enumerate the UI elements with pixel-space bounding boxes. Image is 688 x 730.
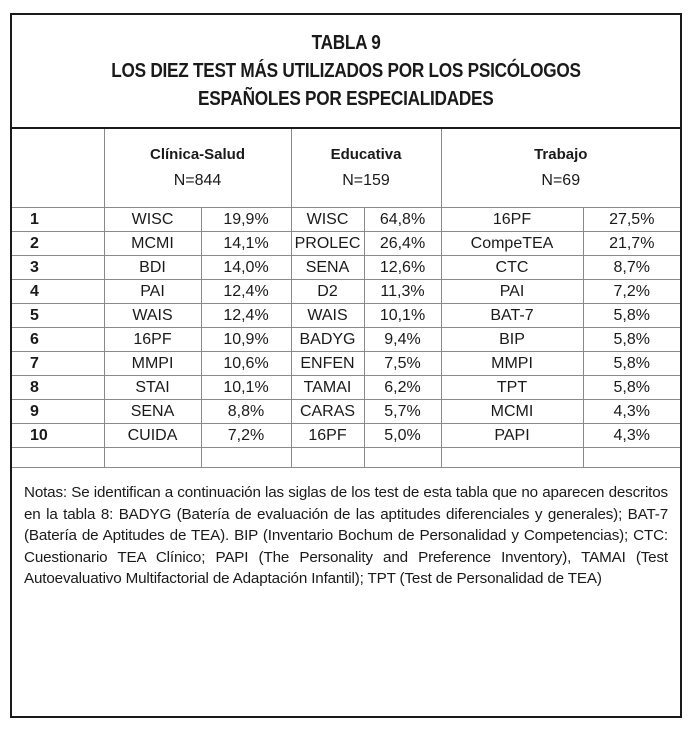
trabajo-test-cell: BIP bbox=[440, 327, 584, 352]
trabajo-percent-cell: 5,8% bbox=[582, 375, 681, 400]
clinica-test-cell: SENA bbox=[103, 399, 202, 424]
rank-cell: 7 bbox=[12, 351, 105, 376]
educativa-percent-cell: 5,0% bbox=[363, 423, 442, 448]
specialty-header-trabajo: Trabajo N=69 bbox=[440, 129, 681, 208]
trabajo-percent-cell: 8,7% bbox=[582, 255, 681, 280]
educativa-test-cell: TAMAI bbox=[290, 375, 365, 400]
trabajo-test-cell: BAT-7 bbox=[440, 303, 584, 328]
educativa-percent-cell: 11,3% bbox=[363, 279, 442, 304]
table-number: TABLA 9 bbox=[311, 32, 381, 54]
educativa-test-cell: WAIS bbox=[290, 303, 365, 328]
educativa-percent-cell: 10,1% bbox=[363, 303, 442, 328]
educativa-percent-cell: 12,6% bbox=[363, 255, 442, 280]
rank-cell: 4 bbox=[12, 279, 105, 304]
clinica-test-cell: WISC bbox=[103, 207, 202, 232]
trabajo-test-cell: MCMI bbox=[440, 399, 584, 424]
educativa-test-cell: CARAS bbox=[290, 399, 365, 424]
clinica-percent-cell: 10,9% bbox=[200, 327, 292, 352]
educativa-test-cell: BADYG bbox=[290, 327, 365, 352]
clinica-percent-cell: 12,4% bbox=[200, 279, 292, 304]
educativa-test-cell: WISC bbox=[290, 207, 365, 232]
educativa-percent-cell: 7,5% bbox=[363, 351, 442, 376]
rank-cell: 10 bbox=[12, 423, 105, 448]
sample-size: N=69 bbox=[541, 172, 581, 189]
table-notes: Notas: Se identifican a continuación las… bbox=[24, 484, 668, 587]
educativa-test-cell: D2 bbox=[290, 279, 365, 304]
trabajo-percent-cell: 7,2% bbox=[582, 279, 681, 304]
trabajo-percent-cell: 4,3% bbox=[582, 423, 681, 448]
header-row: Clínica-Salud N=844 Educativa N=159 Trab… bbox=[12, 129, 681, 208]
title-line-1: LOS DIEZ TEST MÁS UTILIZADOS POR LOS PSI… bbox=[111, 60, 581, 82]
rank-cell: 1 bbox=[12, 207, 105, 232]
results-table: Clínica-Salud N=844 Educativa N=159 Trab… bbox=[12, 129, 681, 468]
trabajo-test-cell: CTC bbox=[440, 255, 584, 280]
table-title: TABLA 9 LOS DIEZ TEST MÁS UTILIZADOS POR… bbox=[12, 15, 680, 129]
trabajo-percent-cell: 21,7% bbox=[582, 231, 681, 256]
specialty-name: Clínica-Salud bbox=[149, 146, 246, 163]
rank-header bbox=[12, 129, 105, 208]
trabajo-percent-cell: 5,8% bbox=[582, 327, 681, 352]
table-row: 6 16PF 10,9% BADYG 9,4% BIP 5,8% bbox=[12, 327, 681, 352]
clinica-percent-cell: 19,9% bbox=[200, 207, 292, 232]
clinica-percent-cell: 7,2% bbox=[200, 423, 292, 448]
trabajo-test-cell: TPT bbox=[440, 375, 584, 400]
specialty-name: Trabajo bbox=[534, 146, 588, 163]
table-row: 7 MMPI 10,6% ENFEN 7,5% MMPI 5,8% bbox=[12, 351, 681, 376]
educativa-percent-cell: 9,4% bbox=[363, 327, 442, 352]
educativa-percent-cell: 6,2% bbox=[363, 375, 442, 400]
specialty-header-clinica: Clínica-Salud N=844 bbox=[103, 129, 292, 208]
clinica-test-cell: MMPI bbox=[103, 351, 202, 376]
trabajo-percent-cell: 5,8% bbox=[582, 351, 681, 376]
trabajo-test-cell: CompeTEA bbox=[440, 231, 584, 256]
table-row: 3 BDI 14,0% SENA 12,6% CTC 8,7% bbox=[12, 255, 681, 280]
educativa-percent-cell: 5,7% bbox=[363, 399, 442, 424]
educativa-test-cell: PROLEC bbox=[290, 231, 365, 256]
trabajo-percent-cell: 27,5% bbox=[582, 207, 681, 232]
sample-size: N=844 bbox=[173, 172, 222, 189]
table-row: 10 CUIDA 7,2% 16PF 5,0% PAPI 4,3% bbox=[12, 423, 681, 448]
rank-cell: 9 bbox=[12, 399, 105, 424]
clinica-percent-cell: 14,0% bbox=[200, 255, 292, 280]
clinica-test-cell: STAI bbox=[103, 375, 202, 400]
title-line-2: ESPAÑOLES POR ESPECIALIDADES bbox=[198, 88, 494, 110]
rank-cell: 5 bbox=[12, 303, 105, 328]
clinica-test-cell: WAIS bbox=[103, 303, 202, 328]
table-container: TABLA 9 LOS DIEZ TEST MÁS UTILIZADOS POR… bbox=[10, 13, 682, 718]
clinica-test-cell: BDI bbox=[103, 255, 202, 280]
clinica-test-cell: MCMI bbox=[103, 231, 202, 256]
trabajo-percent-cell: 4,3% bbox=[582, 399, 681, 424]
trabajo-test-cell: 16PF bbox=[440, 207, 584, 232]
specialty-header-educativa: Educativa N=159 bbox=[290, 129, 442, 208]
trabajo-test-cell: PAPI bbox=[440, 423, 584, 448]
table-row: 4 PAI 12,4% D2 11,3% PAI 7,2% bbox=[12, 279, 681, 304]
clinica-percent-cell: 14,1% bbox=[200, 231, 292, 256]
rank-cell: 6 bbox=[12, 327, 105, 352]
clinica-percent-cell: 12,4% bbox=[200, 303, 292, 328]
clinica-percent-cell: 10,6% bbox=[200, 351, 292, 376]
educativa-test-cell: ENFEN bbox=[290, 351, 365, 376]
educativa-test-cell: 16PF bbox=[290, 423, 365, 448]
clinica-percent-cell: 10,1% bbox=[200, 375, 292, 400]
table-row: 5 WAIS 12,4% WAIS 10,1% BAT-7 5,8% bbox=[12, 303, 681, 328]
clinica-percent-cell: 8,8% bbox=[200, 399, 292, 424]
spacer-row bbox=[12, 447, 681, 468]
trabajo-test-cell: PAI bbox=[440, 279, 584, 304]
sample-size: N=159 bbox=[342, 172, 390, 189]
clinica-test-cell: CUIDA bbox=[103, 423, 202, 448]
table-row: 9 SENA 8,8% CARAS 5,7% MCMI 4,3% bbox=[12, 399, 681, 424]
educativa-percent-cell: 64,8% bbox=[363, 207, 442, 232]
specialty-name: Educativa bbox=[330, 146, 402, 163]
rank-cell: 3 bbox=[12, 255, 105, 280]
rank-cell: 2 bbox=[12, 231, 105, 256]
clinica-test-cell: PAI bbox=[103, 279, 202, 304]
educativa-test-cell: SENA bbox=[290, 255, 365, 280]
table-row: 2 MCMI 14,1% PROLEC 26,4% CompeTEA 21,7% bbox=[12, 231, 681, 256]
trabajo-percent-cell: 5,8% bbox=[582, 303, 681, 328]
educativa-percent-cell: 26,4% bbox=[363, 231, 442, 256]
trabajo-test-cell: MMPI bbox=[440, 351, 584, 376]
rank-cell: 8 bbox=[12, 375, 105, 400]
clinica-test-cell: 16PF bbox=[103, 327, 202, 352]
table-row: 8 STAI 10,1% TAMAI 6,2% TPT 5,8% bbox=[12, 375, 681, 400]
table-row: 1 WISC 19,9% WISC 64,8% 16PF 27,5% bbox=[12, 207, 681, 232]
